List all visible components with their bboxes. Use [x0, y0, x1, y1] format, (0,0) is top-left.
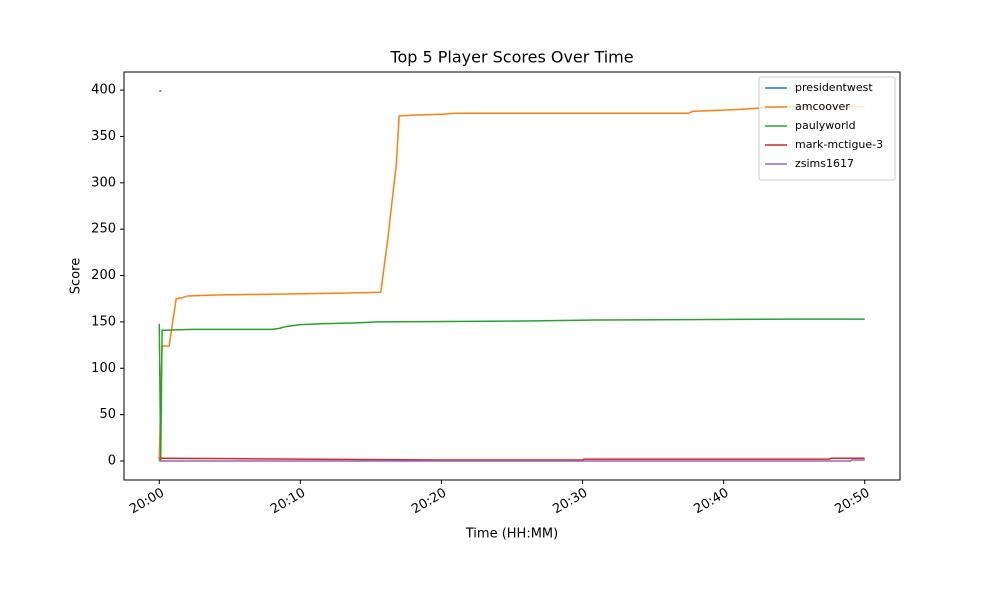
x-axis-label: Time (HH:MM): [465, 527, 558, 542]
series-line: [158, 318, 865, 461]
y-tick-label: 100: [91, 361, 116, 376]
series-line: [158, 106, 865, 462]
legend-label: zsims1617: [795, 157, 854, 170]
y-tick-label: 300: [91, 175, 116, 190]
y-tick-label: 250: [91, 222, 116, 237]
y-tick-label: 200: [91, 268, 116, 283]
series-line: [159, 457, 865, 461]
legend-box: [758, 76, 896, 181]
y-tick-label: 50: [99, 407, 116, 422]
y-tick-label: 0: [108, 453, 116, 468]
series-line: [159, 459, 865, 462]
legend-label: presidentwest: [795, 81, 873, 94]
y-tick-label: 350: [91, 129, 116, 144]
legend-label: mark-mctigue-3: [795, 138, 883, 151]
y-axis-label: Score: [69, 258, 84, 294]
plot-frame: [123, 71, 901, 481]
y-tick-label: 150: [91, 314, 116, 329]
legend-label: amcoover: [795, 100, 850, 113]
legend-label: paulyworld: [795, 119, 856, 132]
chart-title: Top 5 Player Scores Over Time: [389, 48, 633, 67]
y-tick-label: 400: [91, 83, 116, 98]
